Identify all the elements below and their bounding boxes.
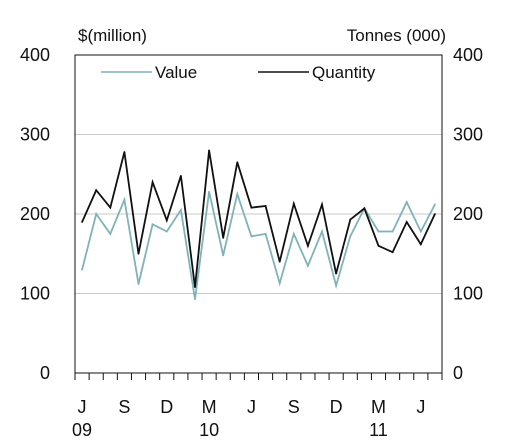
data-point-quantity bbox=[292, 202, 295, 205]
data-point-value bbox=[109, 232, 112, 235]
data-point-quantity bbox=[405, 221, 408, 223]
series-line-value bbox=[81, 190, 436, 300]
right-y-tick-label: 300 bbox=[453, 125, 483, 145]
data-point-quantity bbox=[137, 252, 140, 255]
left-y-tick-label: 300 bbox=[20, 125, 50, 145]
data-point-quantity bbox=[81, 221, 83, 223]
data-point-quantity bbox=[179, 174, 182, 177]
right-y-tick-label: 0 bbox=[453, 363, 463, 383]
data-point-value bbox=[377, 230, 380, 233]
data-point-quantity bbox=[95, 189, 98, 192]
data-point-quantity bbox=[236, 161, 239, 164]
left-y-tick-label: 0 bbox=[40, 363, 50, 383]
data-point-value bbox=[137, 283, 140, 285]
data-point-quantity bbox=[123, 151, 126, 153]
data-point-value bbox=[278, 282, 281, 285]
data-point-value bbox=[264, 232, 267, 235]
x-tick-month-label: M bbox=[202, 397, 217, 417]
data-point-quantity bbox=[335, 272, 338, 275]
legend: Value Quantity bbox=[101, 63, 376, 82]
data-point-quantity bbox=[363, 207, 366, 210]
data-point-value bbox=[307, 264, 309, 267]
x-tick-month-label: D bbox=[330, 397, 343, 417]
data-point-quantity bbox=[165, 219, 168, 222]
data-point-value bbox=[222, 254, 225, 257]
data-point-value bbox=[405, 201, 408, 203]
data-point-value bbox=[95, 213, 98, 215]
data-point-quantity bbox=[250, 206, 253, 209]
left-axis-unit: $(million) bbox=[78, 26, 147, 45]
left-y-tick-label: 100 bbox=[20, 284, 50, 304]
data-point-value bbox=[250, 235, 253, 238]
data-point-quantity bbox=[109, 206, 112, 209]
x-tick-month-label: M bbox=[371, 397, 386, 417]
left-y-tick-label: 400 bbox=[20, 45, 50, 65]
legend-value-label: Value bbox=[155, 63, 197, 82]
x-tick-month-label: D bbox=[160, 397, 173, 417]
data-point-value bbox=[179, 209, 182, 211]
right-y-tick-label: 200 bbox=[453, 204, 483, 224]
left-y-tick-label: 200 bbox=[20, 204, 50, 224]
data-point-value bbox=[419, 230, 422, 233]
x-tick-month-label: J bbox=[416, 397, 425, 417]
data-point-value bbox=[123, 198, 126, 201]
right-y-tick-label: 400 bbox=[453, 45, 483, 65]
data-point-value bbox=[349, 235, 352, 238]
right-axis-unit: Tonnes (000) bbox=[347, 26, 446, 45]
series-line-quantity bbox=[81, 150, 436, 288]
data-point-value bbox=[151, 223, 154, 226]
left-y-axis: 0 100 200 300 400 bbox=[20, 45, 50, 383]
data-point-quantity bbox=[264, 205, 267, 207]
data-point-value bbox=[292, 232, 295, 235]
data-point-value bbox=[391, 230, 394, 233]
data-point-quantity bbox=[222, 236, 225, 239]
data-point-quantity bbox=[349, 218, 352, 221]
data-point-value bbox=[335, 284, 338, 287]
x-tick-month-label: S bbox=[118, 397, 130, 417]
data-point-quantity bbox=[419, 243, 422, 246]
data-point-value bbox=[434, 203, 436, 206]
data-point-value bbox=[321, 230, 323, 233]
data-point-quantity bbox=[194, 286, 196, 289]
x-tick-year-label: 11 bbox=[369, 420, 388, 440]
data-point-value bbox=[165, 230, 168, 233]
data-point-value bbox=[236, 193, 239, 196]
data-point-quantity bbox=[278, 260, 281, 263]
data-point-quantity bbox=[434, 213, 436, 215]
legend-quantity-label: Quantity bbox=[312, 63, 376, 82]
x-tick-year-label: 10 bbox=[199, 420, 219, 440]
gridlines bbox=[75, 134, 442, 294]
right-y-axis: 0 100 200 300 400 bbox=[453, 45, 483, 383]
data-point-quantity bbox=[208, 149, 210, 152]
data-point-quantity bbox=[321, 203, 323, 206]
x-tick-year-label: 09 bbox=[72, 420, 92, 440]
x-tick-month-label: S bbox=[288, 397, 300, 417]
data-point-quantity bbox=[307, 244, 309, 247]
data-point-quantity bbox=[391, 251, 394, 254]
x-tick-month-label: J bbox=[78, 397, 87, 417]
data-point-value bbox=[81, 268, 83, 271]
data-point-quantity bbox=[377, 244, 380, 247]
right-y-tick-label: 100 bbox=[453, 284, 483, 304]
series-lines bbox=[81, 149, 436, 300]
data-point-value bbox=[194, 298, 196, 300]
data-point-quantity bbox=[151, 181, 154, 184]
x-tick-month-label: J bbox=[247, 397, 256, 417]
x-axis: J 09 S D M 10 J S D M 11 J bbox=[72, 373, 443, 440]
data-point-value bbox=[208, 190, 210, 193]
